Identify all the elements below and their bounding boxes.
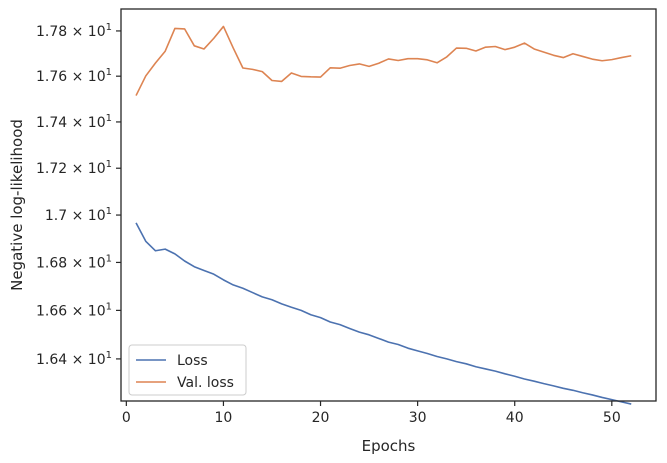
legend-label: Val. loss <box>177 375 234 391</box>
y-tick-exponent: 1 <box>106 22 112 33</box>
y-tick-label: 1.72 × 101 <box>36 159 112 177</box>
y-tick-base: 10 <box>88 161 106 177</box>
y-tick-exponent: 1 <box>106 113 112 124</box>
y-tick-base: 10 <box>88 208 106 224</box>
y-tick-exponent: 1 <box>106 350 112 361</box>
y-tick-mantissa: 1.74 <box>36 115 67 131</box>
y-tick-label: 1.7 × 101 <box>45 206 112 224</box>
y-tick-label: 1.66 × 101 <box>36 301 112 319</box>
y-tick-base: 10 <box>88 303 106 319</box>
y-axis-label: Negative log-likelihood <box>8 119 26 291</box>
legend-label: Loss <box>177 353 208 369</box>
y-tick-mantissa: 1.78 <box>36 24 67 40</box>
y-tick-times: × <box>67 303 88 319</box>
legend-item: Loss <box>136 353 208 369</box>
x-tick-label: 10 <box>215 410 233 426</box>
y-tick-exponent: 1 <box>106 301 112 312</box>
y-tick-exponent: 1 <box>106 253 112 264</box>
y-tick-times: × <box>67 352 88 368</box>
plot-frame <box>120 8 657 402</box>
x-axis-ticks: 0 10 20 30 40 50 <box>122 401 621 426</box>
y-tick-base: 10 <box>88 255 106 271</box>
y-tick-times: × <box>67 24 88 40</box>
y-tick-base: 10 <box>88 352 106 368</box>
y-tick-mantissa: 1.64 <box>36 352 67 368</box>
series-line-loss <box>135 222 632 405</box>
x-tick-label: 30 <box>409 410 427 426</box>
legend: Loss Val. loss <box>128 344 247 396</box>
y-tick-base: 10 <box>88 115 106 131</box>
y-tick-times: × <box>67 69 88 85</box>
y-tick-mantissa: 1.66 <box>36 303 67 319</box>
y-tick-exponent: 1 <box>106 67 112 78</box>
legend-item: Val. loss <box>136 375 234 391</box>
y-tick-mantissa: 1.72 <box>36 161 67 177</box>
y-tick-times: × <box>67 208 88 224</box>
y-tick-label: 1.68 × 101 <box>36 253 112 271</box>
series-layer <box>135 25 632 405</box>
y-tick-exponent: 1 <box>106 159 112 170</box>
x-tick-label: 50 <box>603 410 621 426</box>
x-tick-label: 40 <box>506 410 524 426</box>
y-tick-label: 1.74 × 101 <box>36 113 112 131</box>
x-tick-label: 0 <box>122 410 131 426</box>
y-tick-base: 10 <box>88 69 106 85</box>
y-tick-mantissa: 1.7 <box>45 208 67 224</box>
y-tick-label: 1.78 × 101 <box>36 22 112 40</box>
y-tick-times: × <box>67 255 88 271</box>
y-tick-base: 10 <box>88 24 106 40</box>
x-axis-label: Epochs <box>362 437 416 455</box>
y-tick-exponent: 1 <box>106 206 112 217</box>
y-tick-mantissa: 1.68 <box>36 255 67 271</box>
y-tick-mantissa: 1.76 <box>36 69 67 85</box>
series-line-val-loss <box>135 25 632 96</box>
y-tick-label: 1.64 × 101 <box>36 350 112 368</box>
y-tick-label: 1.76 × 101 <box>36 67 112 85</box>
x-tick-label: 20 <box>312 410 330 426</box>
y-tick-times: × <box>67 161 88 177</box>
y-tick-times: × <box>67 115 88 131</box>
